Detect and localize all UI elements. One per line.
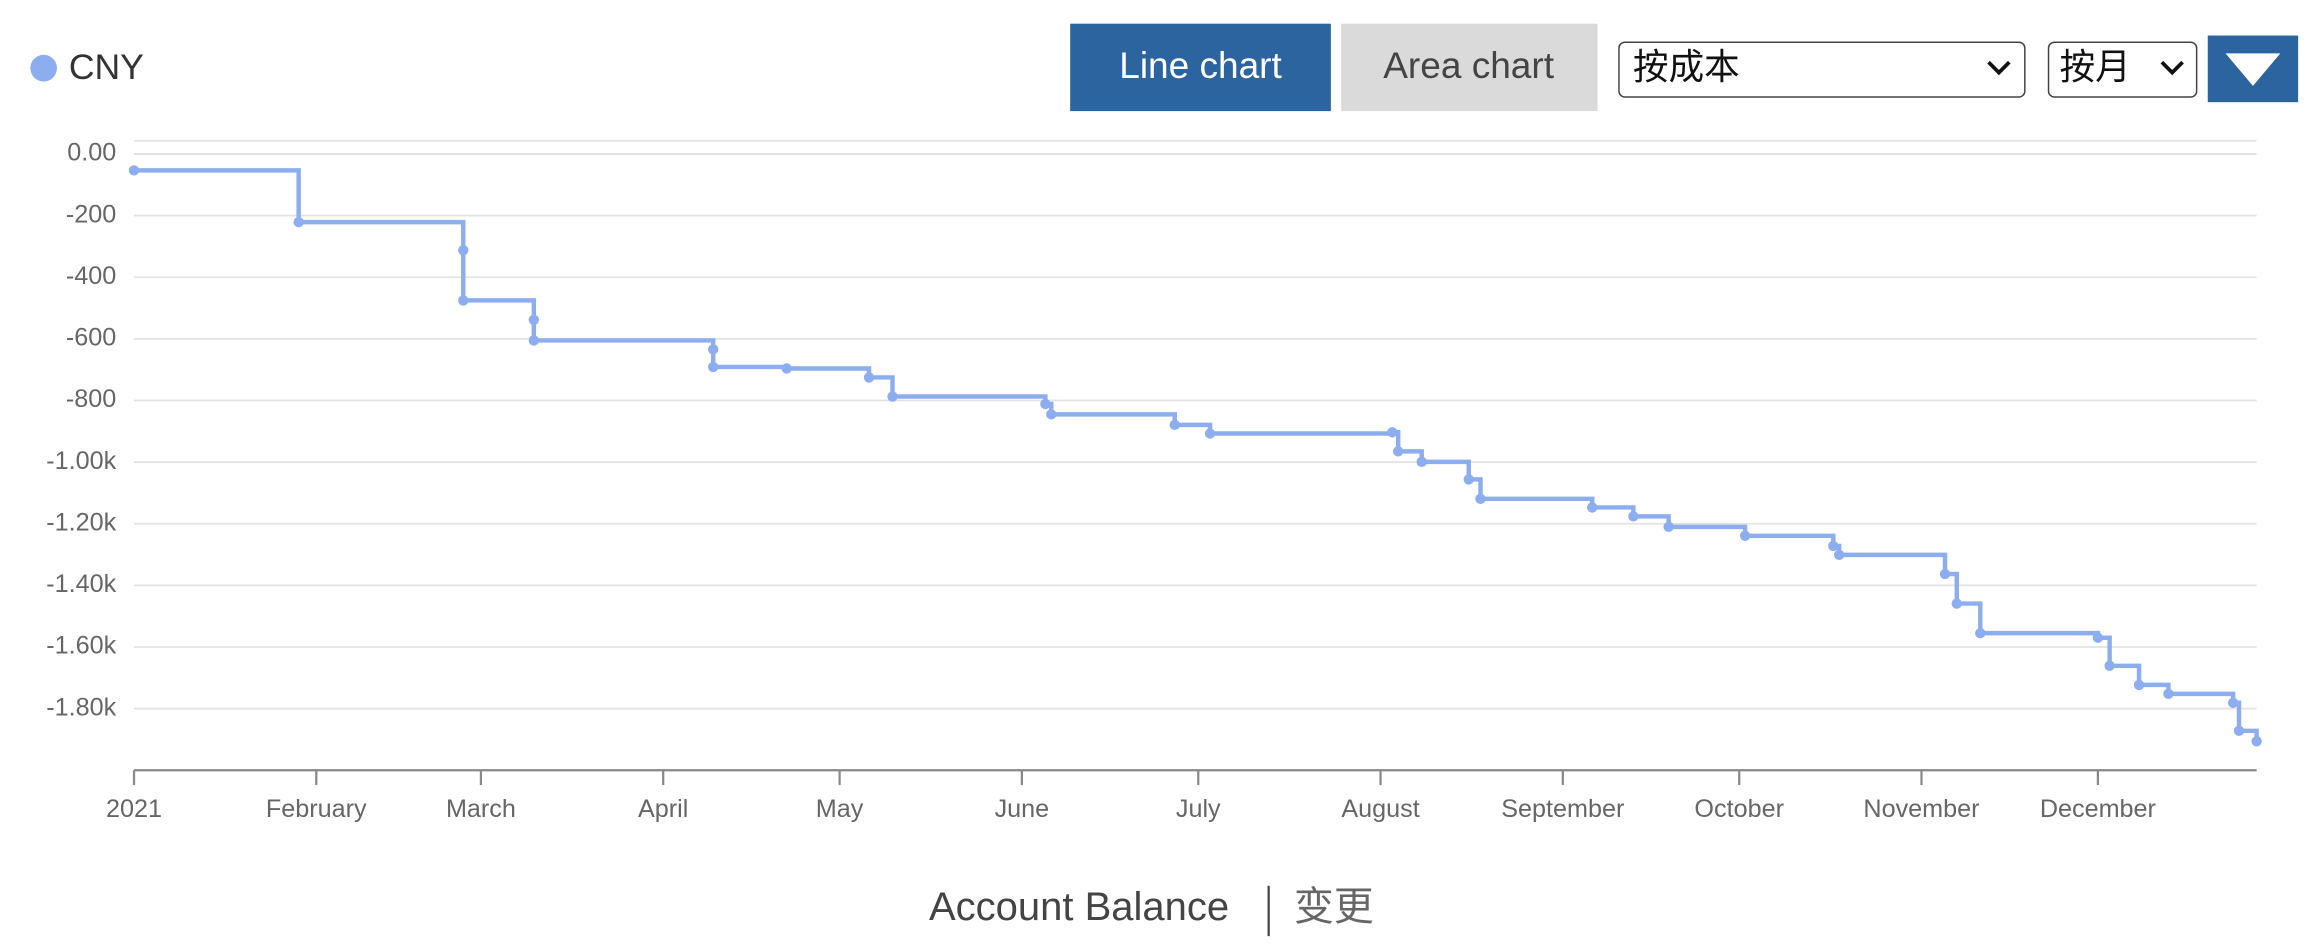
data-point [1046, 409, 1057, 420]
x-tick-label: May [816, 795, 864, 823]
toggle-icon [2225, 53, 2281, 86]
data-point [1975, 627, 1986, 639]
data-point [528, 335, 540, 346]
data-point [707, 361, 719, 373]
data-point [1587, 502, 1598, 513]
data-point [1204, 428, 1216, 439]
data-point [1169, 419, 1180, 431]
y-tick-label: -600 [66, 324, 116, 352]
data-point [1939, 568, 1951, 580]
y-tick-label: -1.40k [46, 570, 116, 598]
y-tick-label: -1.60k [46, 632, 116, 660]
conversion-select-label[interactable]: 按成本 [1633, 47, 1740, 87]
tab-changes[interactable]: 变更 [1294, 885, 1374, 929]
data-point [458, 295, 469, 306]
x-tick-label: October [1694, 795, 1784, 823]
data-point [2133, 679, 2145, 691]
data-point [863, 372, 875, 383]
data-point [1663, 521, 1674, 533]
x-tick-label: December [2040, 795, 2156, 823]
line-chart-button[interactable] [1070, 23, 1331, 112]
select-chevron [1987, 60, 2011, 76]
x-tick-label: July [1176, 795, 1221, 823]
tab-account-balance[interactable]: Account Balance [929, 885, 1229, 929]
data-point [1416, 456, 1427, 468]
data-point [1463, 474, 1474, 485]
conversion-select[interactable] [1618, 41, 2026, 98]
x-tick-label: November [1863, 795, 1979, 823]
x-tick-label: September [1501, 795, 1624, 823]
area-chart-button-label[interactable]: Area chart [1383, 44, 1554, 86]
select-chevron [2160, 60, 2184, 76]
data-point [2233, 725, 2245, 736]
data-point [1040, 398, 1051, 410]
y-tick-label: -400 [66, 262, 116, 290]
x-tick-label: June [995, 795, 1050, 823]
data-point [1475, 493, 1486, 504]
y-tick-label: -1.00k [46, 447, 116, 475]
data-point [1828, 540, 1839, 552]
data-point [2092, 632, 2104, 643]
x-tick-label: 2021 [106, 795, 162, 823]
y-tick-label: 0.00 [67, 139, 116, 167]
legend-label[interactable]: CNY [69, 47, 144, 87]
legend-swatch [30, 54, 57, 82]
y-tick-label: -1.20k [46, 508, 116, 536]
data-point [2227, 697, 2239, 708]
interval-select-label[interactable]: 按月 [2060, 47, 2131, 87]
x-tick-label: February [266, 795, 367, 823]
y-tick-label: -1.80k [46, 693, 116, 721]
data-point [1739, 530, 1751, 541]
data-point [2251, 736, 2262, 747]
data-point [528, 314, 540, 325]
x-tick-label: March [446, 795, 516, 823]
data-point [781, 363, 792, 374]
data-point [707, 344, 719, 355]
data-point [293, 216, 304, 228]
data-point [458, 244, 469, 256]
x-tick-label: April [638, 795, 688, 823]
data-point [1951, 598, 1962, 609]
data-point [2104, 660, 2115, 671]
data-point [887, 391, 898, 402]
line-chart-button-label[interactable]: Line chart [1119, 44, 1282, 86]
interval-select[interactable] [2047, 41, 2198, 98]
data-point [128, 165, 140, 176]
y-tick-label: -200 [66, 200, 116, 228]
data-point [1628, 511, 1639, 522]
area-chart-button[interactable] [1341, 23, 1598, 112]
data-point [1387, 427, 1398, 438]
data-point [1833, 549, 1845, 561]
y-tick-label: -800 [66, 385, 116, 413]
data-point [2163, 688, 2174, 700]
series-line [134, 168, 2259, 742]
data-point [1392, 446, 1404, 457]
x-tick-label: August [1341, 795, 1419, 823]
